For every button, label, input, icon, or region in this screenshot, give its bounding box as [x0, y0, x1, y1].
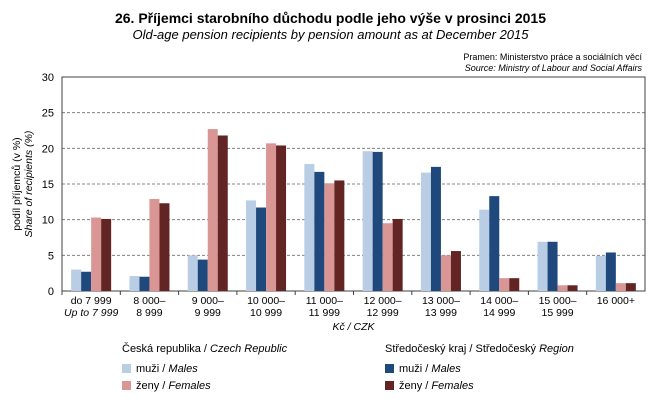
legend-kraj-males: muži / Males — [385, 363, 461, 375]
x-tick-label: 11 999 — [309, 307, 340, 319]
legend-cr-females: ženy / Females — [122, 380, 211, 392]
bar — [362, 151, 373, 291]
y-axis-label-en: Share of recipients (%) — [23, 131, 35, 238]
bar — [197, 259, 208, 291]
x-tick-label: 16 000+ — [597, 295, 635, 307]
bar — [489, 196, 500, 291]
x-tick-label: Up to 7 999 — [64, 307, 118, 319]
x-tick-label: 9 999 — [195, 307, 221, 319]
x-tick-label: 12 000– — [364, 295, 402, 307]
bar — [537, 241, 548, 291]
bar — [615, 283, 626, 291]
x-tick-label: 14 999 — [483, 307, 515, 319]
bar — [139, 276, 150, 291]
source: Pramen: Ministerstvo práce a sociálních … — [463, 52, 642, 74]
bar — [567, 285, 578, 291]
y-tick-label: 30 — [42, 72, 54, 84]
y-tick-label: 20 — [42, 143, 54, 155]
bar — [314, 171, 325, 291]
source-en: Source: Ministry of Labour and Social Af… — [464, 63, 642, 73]
bar — [499, 278, 510, 291]
y-tick-label: 25 — [42, 108, 54, 120]
x-tick-label: 13 000– — [422, 295, 460, 307]
legend-kraj: Středočeský kraj / Středočeský Region — [385, 343, 574, 355]
source-cz: Pramen: Ministerstvo práce a sociálních … — [463, 52, 642, 62]
bar — [625, 283, 636, 291]
legend-cr: Česká republika / Czech Republic — [122, 343, 288, 355]
bar — [430, 166, 441, 291]
bar — [187, 255, 198, 291]
chart-subtitle: Old-age pension recipients by pension am… — [132, 27, 529, 42]
y-axis-label: podíl příjemců (v %) — [11, 137, 23, 230]
x-tick-label: 8 999 — [136, 307, 162, 319]
bar — [324, 183, 335, 291]
bar — [81, 271, 92, 291]
bar — [392, 218, 403, 291]
bar — [557, 285, 568, 291]
bar — [420, 172, 431, 291]
x-tick-label: 10 999 — [250, 307, 282, 319]
bar — [71, 269, 82, 291]
x-tick-label: 8 000– — [133, 295, 165, 307]
bar — [304, 164, 315, 291]
x-tick-label: do 7 999 — [71, 295, 112, 307]
bar — [246, 200, 257, 291]
bar — [450, 251, 461, 291]
bar — [372, 151, 383, 291]
bar — [276, 145, 287, 291]
x-tick-label: 9 000– — [192, 295, 224, 307]
bar — [595, 256, 606, 291]
bar — [217, 135, 228, 291]
x-axis-label: Kč / CZK — [332, 321, 375, 333]
x-tick-label: 14 000– — [480, 295, 518, 307]
chart-title: 26. Příjemci starobního důchodu podle je… — [114, 10, 546, 26]
bar — [159, 203, 170, 291]
x-tick-label: 15 999 — [541, 307, 573, 319]
bar — [479, 209, 490, 291]
bar — [266, 143, 277, 291]
bar — [91, 217, 102, 291]
legend-cr-males: muži / Males — [122, 363, 198, 375]
y-tick-label: 10 — [42, 215, 54, 227]
bar — [101, 218, 112, 291]
x-tick-label: 11 000– — [306, 295, 343, 307]
bar — [149, 198, 160, 291]
bar — [547, 241, 558, 291]
x-tick-label: 10 000– — [247, 295, 285, 307]
legend-kraj-females: ženy / Females — [385, 380, 474, 392]
y-tick-label: 15 — [42, 179, 54, 191]
y-tick-label: 0 — [48, 286, 54, 298]
bar — [256, 207, 267, 291]
bar — [382, 223, 393, 291]
x-tick-label: 15 000– — [539, 295, 577, 307]
x-tick-label: 13 999 — [425, 307, 457, 319]
bar — [509, 278, 520, 291]
bar — [129, 276, 140, 291]
x-tick-label: 12 999 — [367, 307, 399, 319]
bar — [207, 129, 218, 291]
y-tick-label: 5 — [48, 250, 54, 262]
bar — [440, 255, 451, 291]
bar — [334, 180, 345, 291]
bar — [605, 252, 616, 291]
